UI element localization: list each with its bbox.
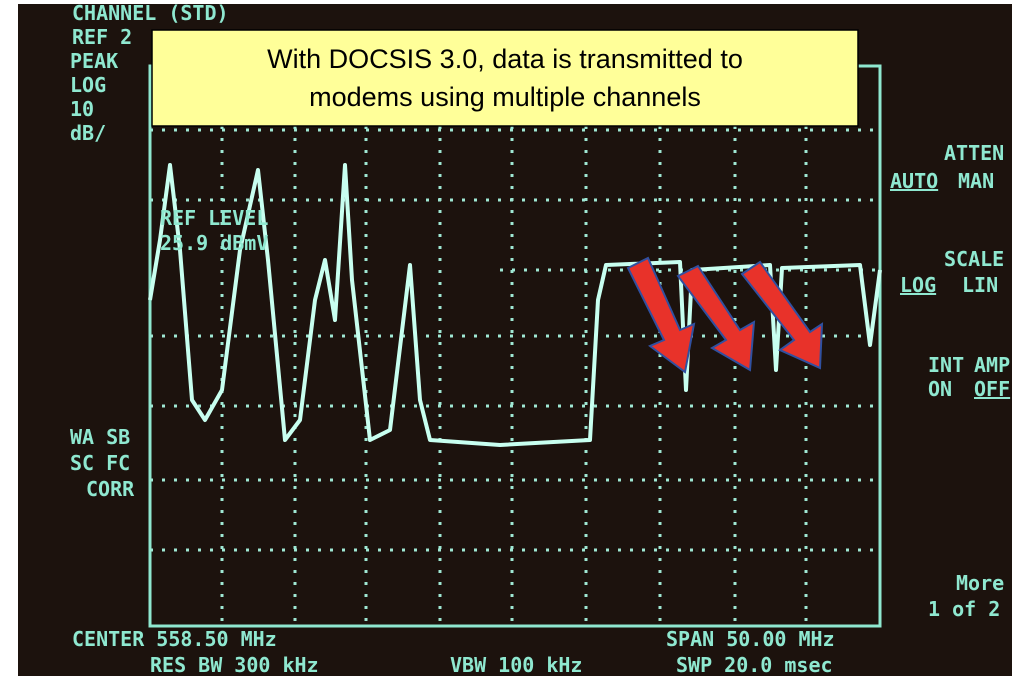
softkey[interactable]: ON [928, 377, 952, 401]
left-lower-label: WA SB [70, 425, 130, 449]
res-bw: RES BW 300 kHz [150, 653, 319, 677]
left-label: REF 2 [72, 25, 132, 49]
left-lower-label: SC FC [70, 451, 130, 475]
graticule [150, 66, 880, 626]
left-label: 10 [70, 97, 94, 121]
sweep: SWP 20.0 msec [676, 653, 833, 677]
softkey[interactable]: LOG [900, 273, 936, 297]
ref-level-value: 25.9 dBmV [160, 231, 268, 255]
softkey[interactable]: LIN [962, 273, 998, 297]
left-lower-label: CORR [86, 477, 135, 501]
callout-box [151, 29, 859, 127]
left-label: PEAK [70, 49, 118, 73]
softkey[interactable]: INT [928, 353, 964, 377]
center-freq: CENTER 558.50 MHz [72, 627, 277, 651]
left-label: LOG [70, 73, 106, 97]
spectrum-trace [148, 163, 882, 447]
softkey[interactable]: AUTO [890, 169, 938, 193]
softkey[interactable]: 1 of 2 [928, 597, 1000, 621]
arrows [626, 256, 824, 374]
softkey[interactable]: More [956, 571, 1004, 595]
softkey[interactable]: ATTEN [944, 141, 1004, 165]
callout-text: With DOCSIS 3.0, data is transmitted to [267, 44, 743, 74]
callout-text: modems using multiple channels [309, 82, 701, 112]
softkey[interactable]: AMP [974, 353, 1010, 377]
softkey[interactable]: MAN [958, 169, 994, 193]
ref-level-label: REF LEVEL [160, 206, 268, 230]
softkey[interactable]: OFF [974, 377, 1010, 401]
channel-header: CHANNEL (STD) [72, 1, 229, 25]
span: SPAN 50.00 MHz [666, 627, 835, 651]
softkey[interactable]: SCALE [944, 247, 1004, 271]
vbw: VBW 100 kHz [450, 653, 582, 677]
left-label: dB/ [70, 121, 106, 145]
